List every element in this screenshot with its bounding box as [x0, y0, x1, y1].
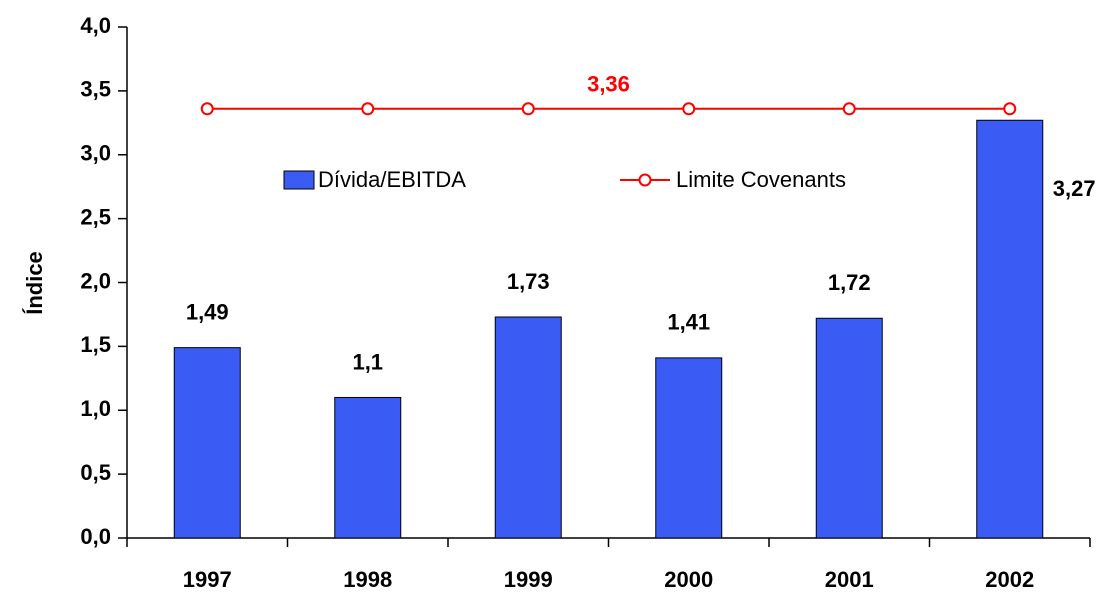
y-axis-label: Índice [22, 251, 47, 315]
line-marker [361, 102, 375, 116]
legend-label: Dívida/EBITDA [318, 167, 466, 192]
bar [815, 317, 883, 539]
y-tick-label: 1,5 [80, 332, 111, 357]
y-tick-label: 0,0 [80, 524, 111, 549]
line-marker [682, 102, 696, 116]
bar [976, 119, 1044, 539]
y-tick-label: 3,0 [80, 141, 111, 166]
y-tick-label: 4,0 [80, 13, 111, 38]
line-marker [842, 102, 856, 116]
line-marker [1003, 102, 1017, 116]
x-tick-label: 1999 [504, 567, 553, 592]
bar [334, 396, 402, 539]
data-label: 1,73 [507, 269, 550, 294]
y-tick-label: 2,0 [80, 268, 111, 293]
y-tick-label: 3,5 [80, 77, 111, 102]
legend-swatch-marker [638, 173, 652, 187]
x-tick-label: 2002 [985, 567, 1034, 592]
bar [655, 357, 723, 539]
data-label: 1,49 [186, 299, 229, 324]
data-label: 1,41 [667, 310, 710, 335]
annotation: 3,36 [587, 72, 630, 97]
line-marker [521, 102, 535, 116]
y-tick-label: 1,0 [80, 396, 111, 421]
legend-label: Limite Covenants [676, 167, 846, 192]
data-label: 1,72 [828, 270, 871, 295]
line-marker [200, 102, 214, 116]
y-tick-label: 2,5 [80, 204, 111, 229]
legend-swatch [283, 170, 315, 190]
data-label: 1,1 [352, 349, 383, 374]
x-tick-label: 2000 [664, 567, 713, 592]
x-tick-label: 1998 [343, 567, 392, 592]
x-tick-label: 1997 [183, 567, 232, 592]
bar [173, 347, 241, 539]
data-label: 3,27 [1053, 176, 1096, 201]
x-tick-label: 2001 [825, 567, 874, 592]
y-tick-label: 0,5 [80, 460, 111, 485]
bar [494, 316, 562, 539]
